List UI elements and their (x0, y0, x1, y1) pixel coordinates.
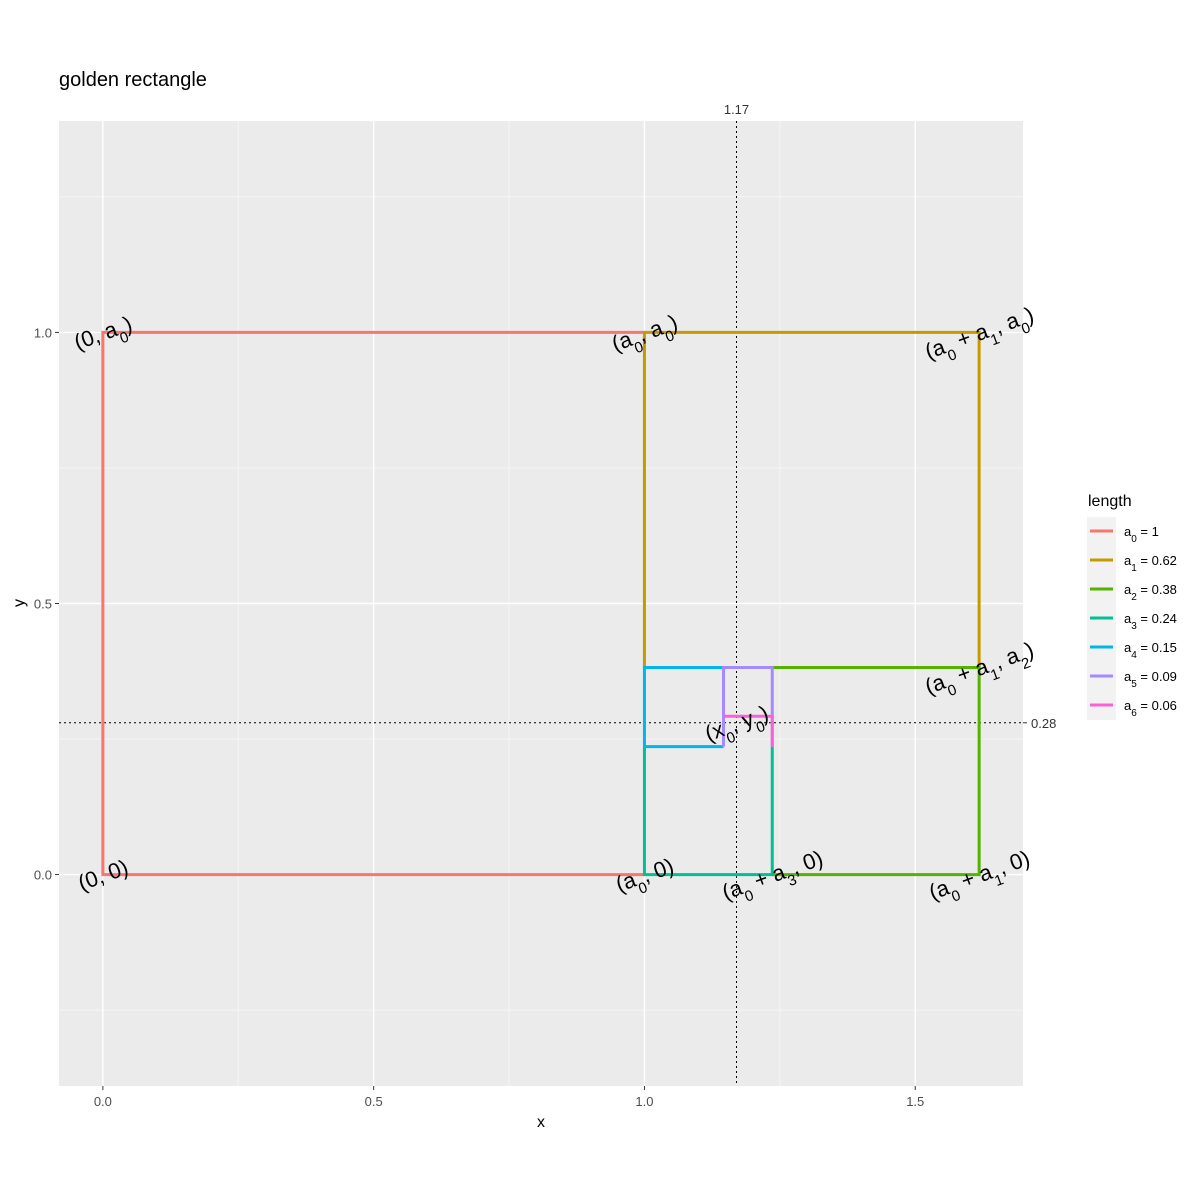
x-tick-label: 0.0 (94, 1094, 112, 1109)
y-axis-title: y (11, 599, 28, 607)
series-line-0 (101, 330, 645, 877)
legend-label: a6 = 0.06 (1124, 698, 1177, 719)
x-axis: 0.0 0.5 1.0 1.5 (94, 1086, 924, 1109)
series-line-4 (642, 665, 724, 749)
chart-title: golden rectangle (59, 69, 207, 91)
y-tick-label: 0.0 (34, 868, 52, 883)
series-line-1 (642, 330, 981, 668)
point-label-6: (a0, 0) (612, 853, 679, 904)
series-line-2 (772, 665, 981, 877)
legend-label: a4 = 0.15 (1124, 640, 1177, 661)
series-line-5 (722, 665, 774, 747)
legend: length a0 = 1 a1 = 0.62 a2 = 0.38 a3 = 0.24… (1087, 493, 1177, 720)
x-tick-label: 1.5 (906, 1094, 924, 1109)
legend-items: a0 = 1 a1 = 0.62 a2 = 0.38 a3 = 0.24 a4 = 0.… (1087, 517, 1177, 720)
series-line-6 (723, 714, 774, 747)
series-line-3 (642, 746, 774, 877)
legend-label: a1 = 0.62 (1124, 553, 1177, 574)
point-label-1: (a0, a0) (608, 310, 683, 364)
vertical-reference-label: 1.17 (724, 102, 749, 117)
legend-label: a5 = 0.09 (1124, 669, 1177, 690)
series-layer (101, 330, 981, 877)
legend-label: a3 = 0.24 (1124, 611, 1177, 632)
legend-title: length (1088, 493, 1132, 510)
y-tick-label: 0.5 (34, 597, 52, 612)
legend-label: a2 = 0.38 (1124, 582, 1177, 603)
y-tick-label: 1.0 (34, 325, 52, 340)
x-tick-label: 1.0 (635, 1094, 653, 1109)
x-axis-title: x (537, 1114, 545, 1131)
legend-label: a0 = 1 (1124, 524, 1159, 545)
x-tick-label: 0.5 (365, 1094, 383, 1109)
y-axis: 0.0 0.5 1.0 (34, 325, 59, 883)
horizontal-reference-label: 0.28 (1031, 716, 1056, 731)
reference-lines: 1.17 0.28 (59, 102, 1056, 1086)
